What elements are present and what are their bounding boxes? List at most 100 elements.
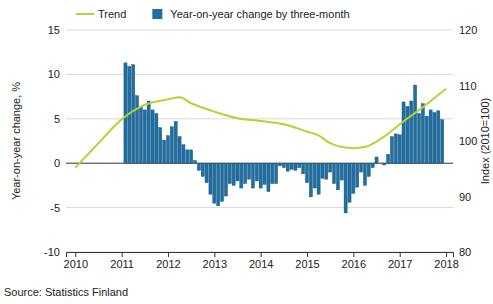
tick-label: -5 bbox=[50, 202, 60, 214]
bar bbox=[251, 163, 254, 188]
bar bbox=[197, 163, 200, 170]
bar bbox=[336, 163, 339, 190]
bar bbox=[379, 163, 382, 164]
bar bbox=[124, 63, 127, 163]
bar bbox=[139, 107, 142, 163]
bar bbox=[209, 163, 212, 194]
y2-axis-title: Index (2010=100) bbox=[479, 98, 491, 185]
bar bbox=[433, 113, 436, 164]
chart: 201020112012201320142015201620172018-10-… bbox=[0, 0, 493, 304]
legend-swatch bbox=[152, 9, 162, 19]
tick-label: 0 bbox=[54, 157, 60, 169]
tick-label: 90 bbox=[459, 191, 471, 203]
tick: 90 bbox=[453, 191, 471, 203]
tick-label: 100 bbox=[459, 135, 477, 147]
bar bbox=[228, 163, 231, 183]
x-axis: 201020112012201320142015201620172018 bbox=[64, 252, 459, 270]
bar bbox=[147, 101, 150, 163]
tick: 2012 bbox=[156, 252, 180, 270]
marks bbox=[75, 63, 446, 213]
bar bbox=[275, 163, 278, 183]
bar bbox=[309, 163, 312, 197]
tick-label: 2011 bbox=[110, 258, 134, 270]
tick-mark bbox=[400, 252, 401, 257]
tick-label: 10 bbox=[48, 68, 60, 80]
tick: 15 bbox=[48, 24, 66, 36]
tick: 10 bbox=[48, 68, 66, 80]
bar bbox=[151, 110, 154, 163]
tick: 5 bbox=[54, 113, 66, 125]
bar bbox=[298, 163, 301, 167]
bar bbox=[367, 163, 370, 176]
bar bbox=[213, 163, 216, 203]
bar bbox=[375, 157, 378, 163]
bar bbox=[259, 163, 262, 188]
tick-label: 2015 bbox=[295, 258, 319, 270]
bar bbox=[248, 163, 251, 179]
bar bbox=[302, 163, 305, 174]
tick-mark bbox=[75, 252, 76, 257]
bar bbox=[163, 140, 166, 163]
bar bbox=[421, 104, 424, 163]
y2-axis: 8090100110120 bbox=[453, 24, 477, 258]
bar bbox=[414, 85, 417, 163]
bar bbox=[224, 163, 227, 196]
bar bbox=[244, 163, 247, 183]
bar bbox=[174, 121, 177, 163]
tick-mark bbox=[168, 252, 169, 257]
bar bbox=[143, 110, 146, 163]
bar bbox=[178, 137, 181, 164]
tick-mark bbox=[307, 252, 308, 257]
bar bbox=[294, 163, 297, 170]
bar bbox=[271, 163, 274, 183]
axis-line bbox=[67, 253, 454, 258]
legend-label: Trend bbox=[98, 8, 126, 20]
bar bbox=[371, 163, 374, 167]
tick-label: 110 bbox=[459, 80, 477, 92]
bar bbox=[352, 163, 355, 193]
bar bbox=[135, 96, 138, 163]
bar bbox=[321, 163, 324, 178]
bar bbox=[317, 163, 320, 194]
bar bbox=[360, 163, 363, 172]
bar bbox=[398, 135, 401, 163]
tick-label: 2012 bbox=[156, 258, 180, 270]
tick: 2017 bbox=[388, 252, 412, 270]
tick: 110 bbox=[453, 80, 477, 92]
bar bbox=[267, 163, 270, 191]
legend-item: Year-on-year change by three-month bbox=[152, 8, 349, 20]
bar bbox=[387, 154, 390, 163]
bar bbox=[348, 163, 351, 202]
bar bbox=[278, 163, 281, 166]
bar bbox=[132, 65, 135, 164]
bar bbox=[394, 134, 397, 163]
tick-mark bbox=[261, 252, 262, 257]
trend-line bbox=[75, 89, 446, 168]
bar bbox=[390, 137, 393, 164]
bar bbox=[236, 163, 239, 181]
tick-label: 2013 bbox=[203, 258, 227, 270]
bar bbox=[201, 163, 204, 176]
legend: Trend Year-on-year change by three-month bbox=[76, 8, 350, 20]
bar bbox=[290, 163, 293, 169]
bar bbox=[220, 163, 223, 201]
source: Source: Statistics Finland bbox=[4, 286, 128, 298]
bar bbox=[159, 128, 162, 164]
bar bbox=[255, 163, 258, 181]
tick-label: 120 bbox=[459, 24, 477, 36]
tick: -5 bbox=[50, 202, 66, 214]
tick: 2018 bbox=[434, 252, 458, 270]
bar bbox=[406, 106, 409, 163]
tick-label: 5 bbox=[54, 113, 60, 125]
tick-label: 2018 bbox=[434, 258, 458, 270]
bar bbox=[356, 163, 359, 187]
tick: 2010 bbox=[64, 252, 88, 270]
bar bbox=[383, 163, 386, 165]
tick-mark bbox=[214, 252, 215, 257]
tick-mark bbox=[446, 252, 447, 257]
bar bbox=[217, 163, 220, 206]
tick: 2011 bbox=[110, 252, 134, 270]
tick: -10 bbox=[44, 246, 66, 258]
bar bbox=[425, 116, 428, 163]
tick: 2016 bbox=[342, 252, 366, 270]
